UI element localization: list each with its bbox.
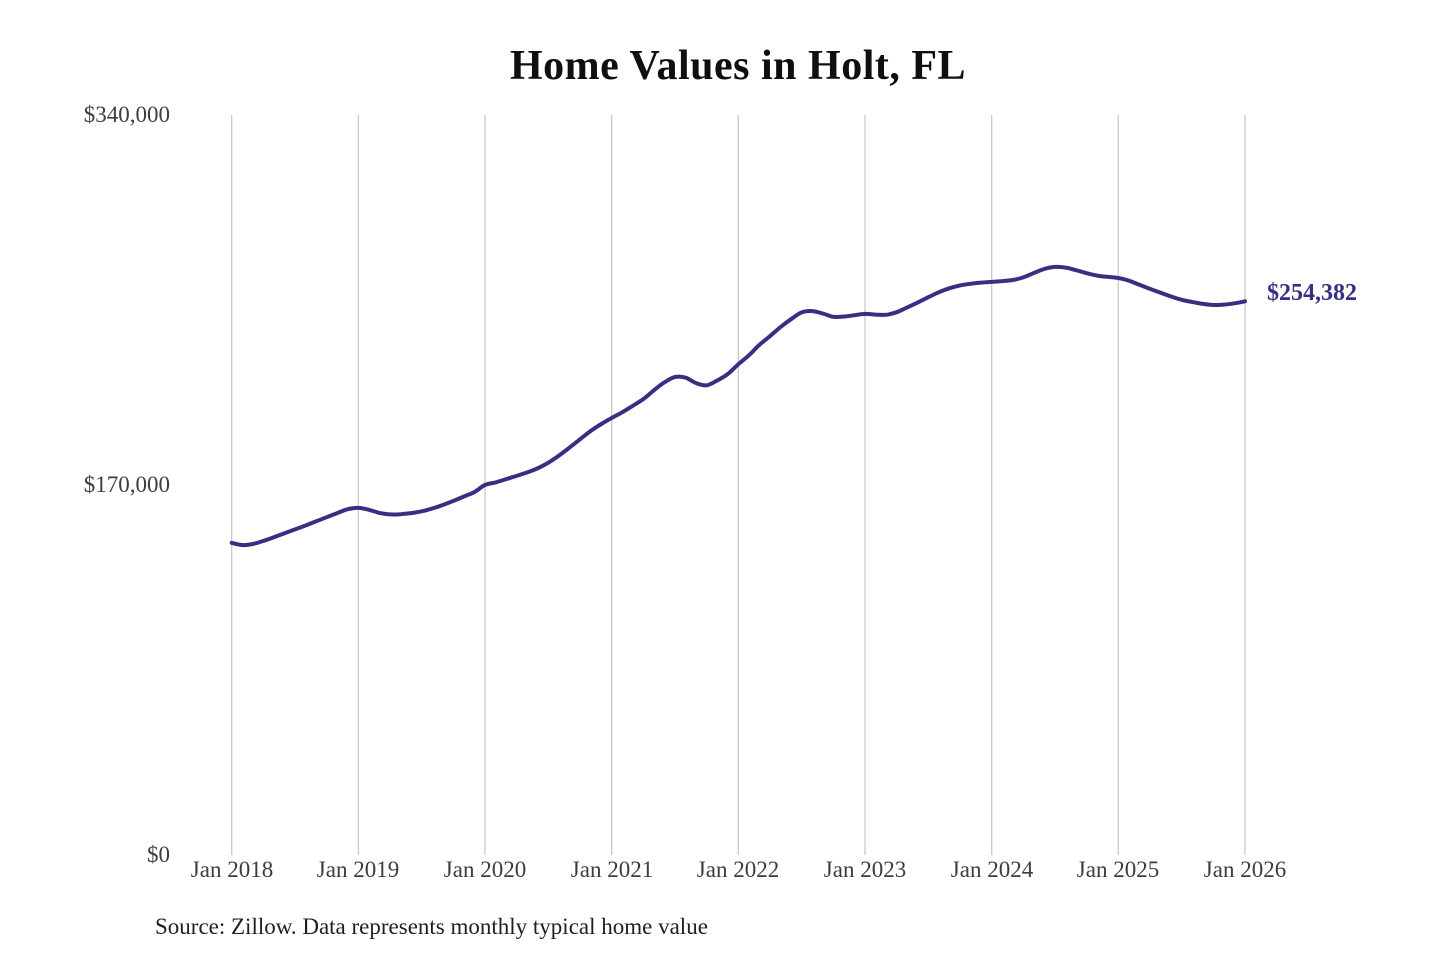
- x-axis-tick-label: Jan 2026: [1203, 857, 1287, 882]
- x-axis-tick-label: Jan 2025: [1076, 857, 1160, 882]
- x-axis-tick-label: Jan 2022: [696, 857, 780, 882]
- x-axis-tick-label: Jan 2021: [570, 857, 654, 882]
- x-axis-tick-label: Jan 2024: [950, 857, 1034, 882]
- current-value-label: $254,382: [1267, 280, 1357, 306]
- y-axis-tick-label-340000: $340,000: [83, 102, 170, 127]
- y-axis-tick-label-0: $0: [147, 842, 170, 867]
- source-note: Source: Zillow. Data represents monthly …: [155, 914, 708, 939]
- x-axis-tick-label: Jan 2019: [316, 857, 400, 882]
- y-axis-tick-label-170000: $170,000: [83, 472, 170, 497]
- x-axis-tick-label: Jan 2020: [443, 857, 527, 882]
- chart-title: Home Values in Holt, FL: [509, 43, 967, 89]
- x-axis-tick-label: Jan 2018: [190, 857, 274, 882]
- home-value-series-line: [229, 264, 1247, 548]
- x-axis-tick-label: Jan 2023: [823, 857, 907, 882]
